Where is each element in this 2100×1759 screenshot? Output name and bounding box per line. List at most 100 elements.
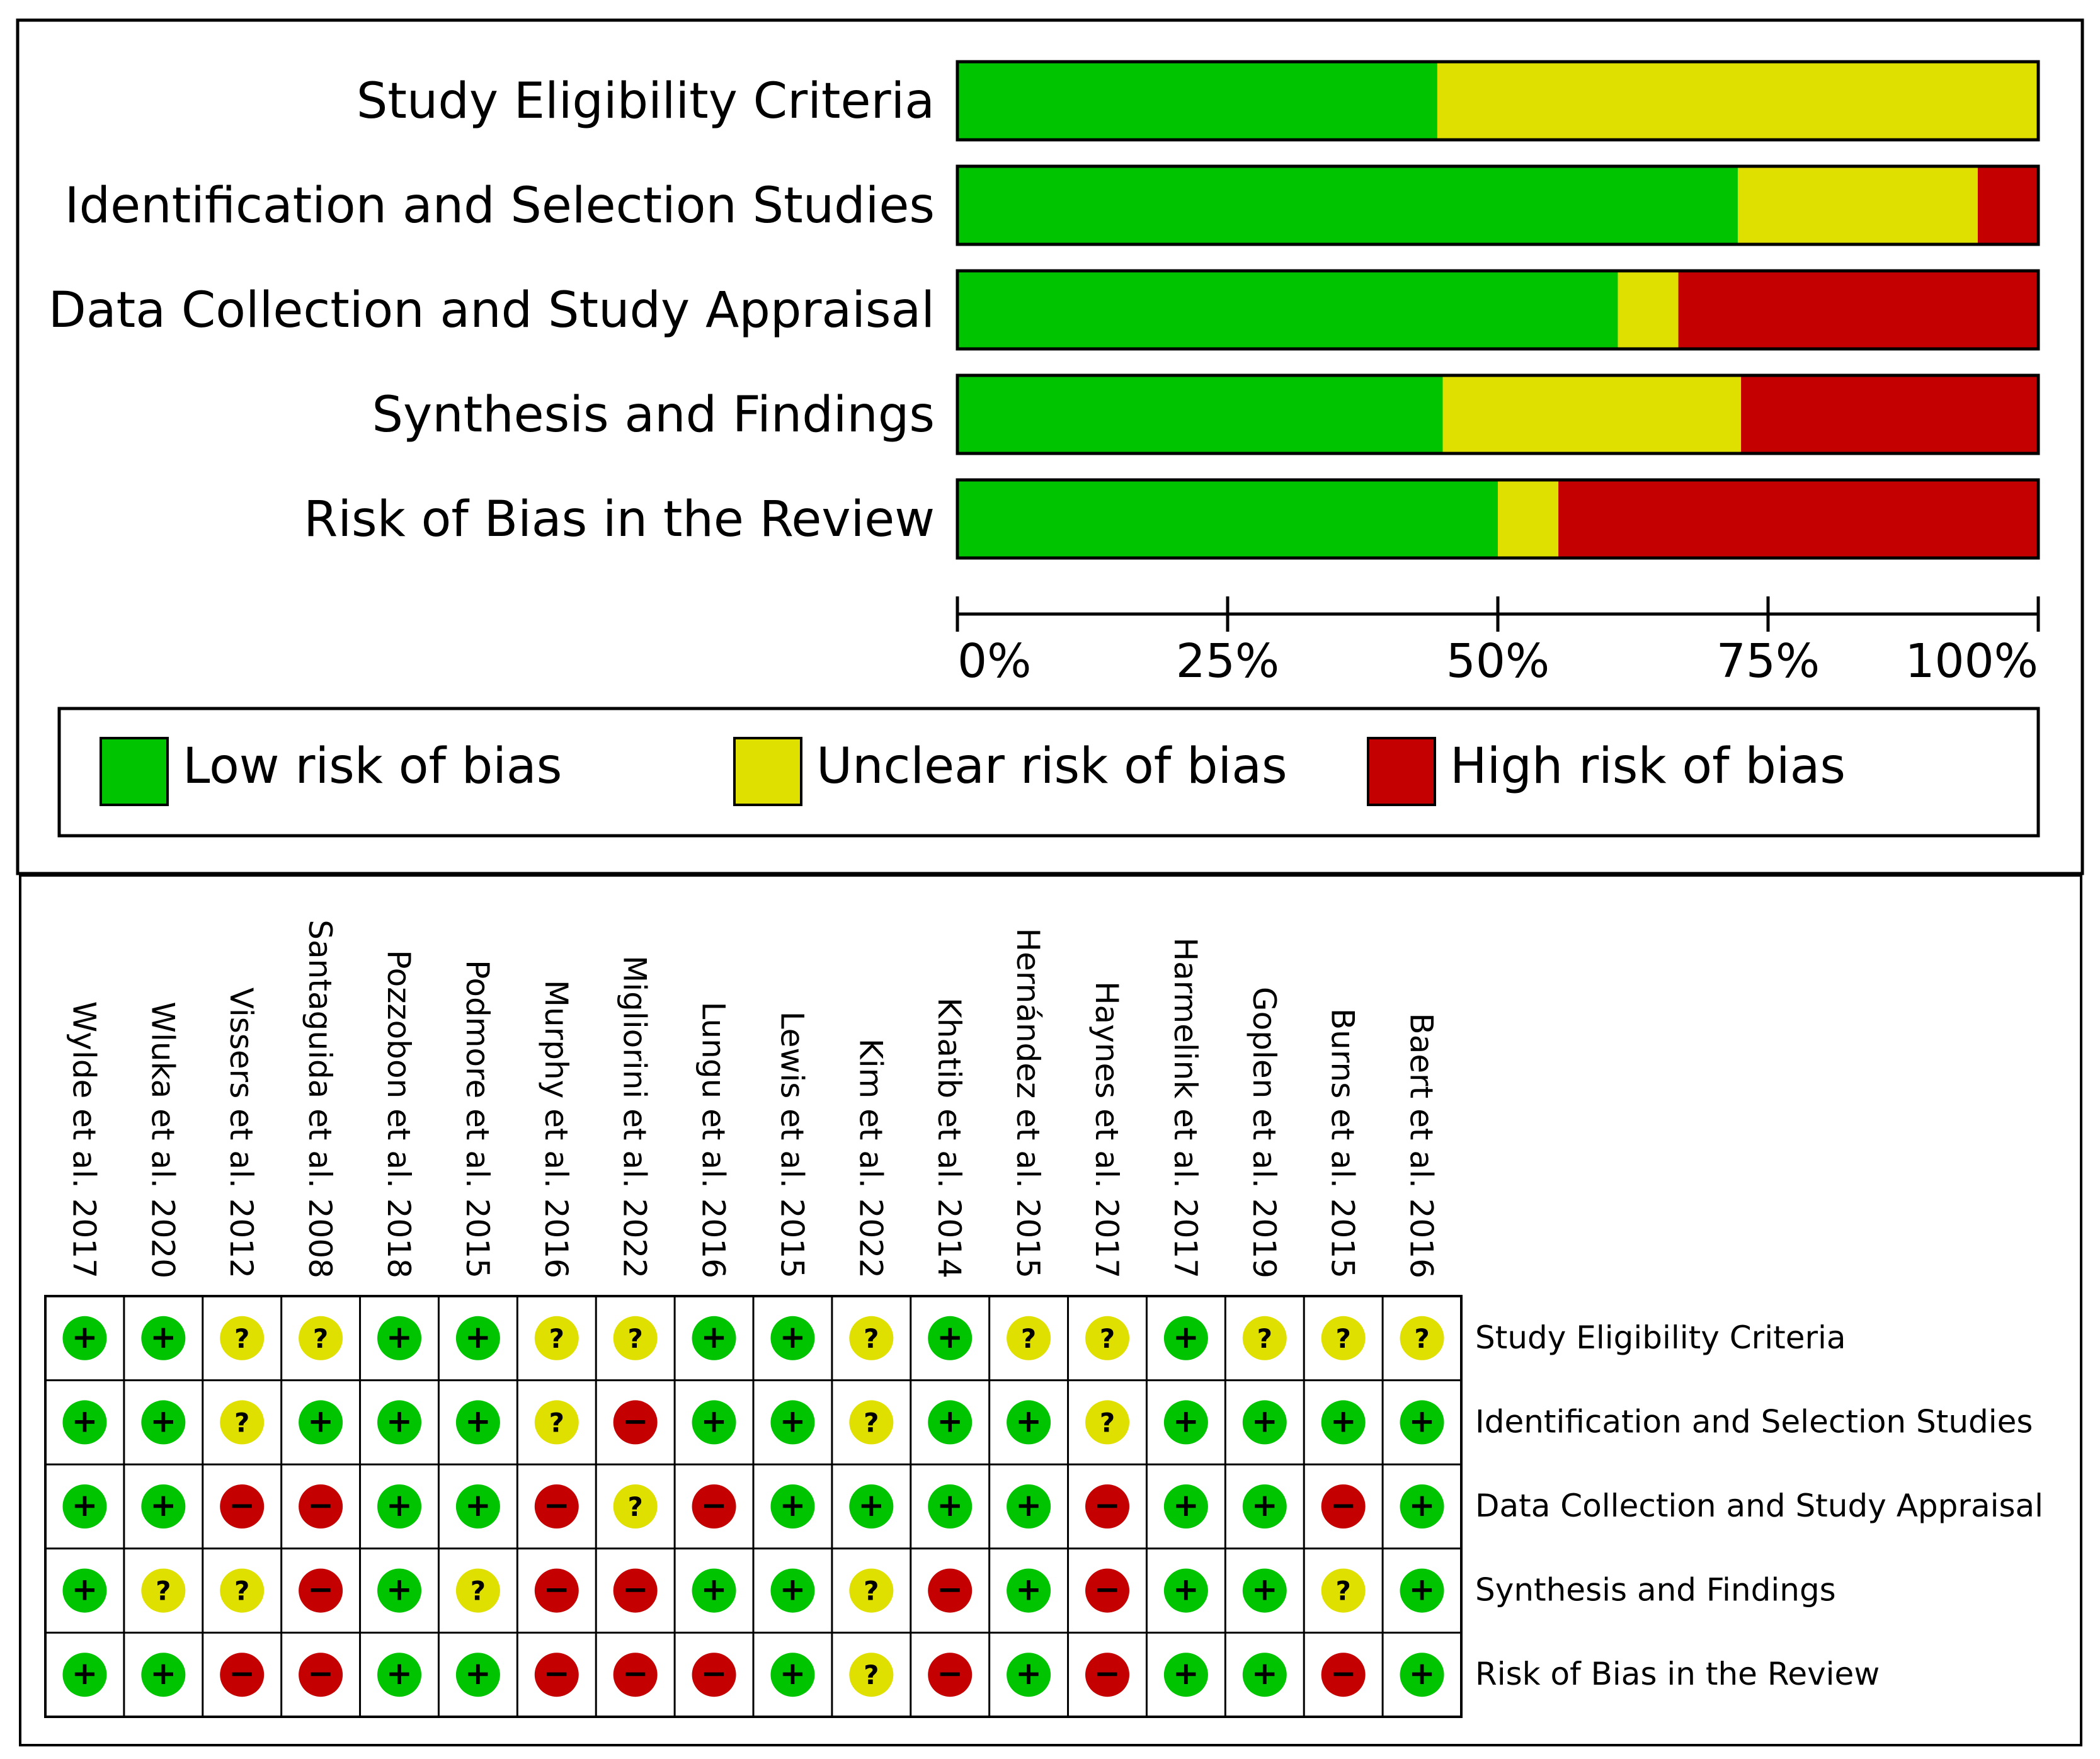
rating-circle-low	[377, 1400, 421, 1445]
rating-circle-high	[1085, 1484, 1129, 1528]
rating-circle-low	[62, 1568, 107, 1613]
rating-circle-low	[62, 1400, 107, 1445]
rating-circle-high	[534, 1484, 579, 1528]
rating-symbol-unclear: ?	[1335, 1576, 1350, 1607]
rating-symbol-low: +	[150, 1403, 176, 1439]
rating-symbol-unclear: ?	[627, 1323, 642, 1354]
rating-circle-low	[141, 1653, 186, 1697]
rating-symbol-high: −	[701, 1655, 728, 1692]
bar-segment-low	[957, 166, 1738, 244]
rating-circle-low	[1163, 1653, 1208, 1697]
rating-symbol-high: −	[1330, 1487, 1357, 1523]
rating-symbol-low: +	[858, 1487, 884, 1523]
axis-tick-label: 25%	[1176, 634, 1279, 688]
rating-symbol-low: +	[701, 1319, 728, 1355]
rating-circle-unclear	[455, 1568, 500, 1613]
rating-symbol-low: +	[386, 1571, 413, 1608]
rating-symbol-low: +	[701, 1571, 728, 1608]
rating-circle-unclear	[534, 1400, 579, 1445]
rating-symbol-high: −	[307, 1571, 334, 1608]
rating-circle-high	[613, 1653, 658, 1697]
rating-symbol-low: +	[937, 1319, 963, 1355]
rating-symbol-high: −	[622, 1655, 649, 1692]
rating-circle-unclear	[1242, 1316, 1287, 1360]
rating-symbol-low: +	[465, 1319, 491, 1355]
axis-tick-label: 50%	[1446, 634, 1549, 688]
rating-circle-high	[692, 1484, 736, 1528]
rating-symbol-unclear: ?	[864, 1659, 879, 1690]
rating-circle-low	[1242, 1484, 1287, 1528]
rating-circle-unclear	[220, 1400, 265, 1445]
rating-symbol-low: +	[1409, 1487, 1435, 1523]
rating-symbol-low: +	[386, 1319, 413, 1355]
rating-symbol-low: +	[1173, 1655, 1199, 1692]
rating-circle-high	[1085, 1653, 1129, 1697]
rating-circle-high	[928, 1568, 973, 1613]
bar-segment-low	[957, 375, 1443, 453]
domain-label: Study Eligibility Criteria	[1475, 1319, 1846, 1356]
rating-circle-unclear	[534, 1316, 579, 1360]
rating-circle-low	[1163, 1316, 1208, 1360]
rating-symbol-unclear: ?	[1021, 1323, 1036, 1354]
percent-axis: 0% 25% 50% 75% 100%	[956, 596, 2040, 688]
bar-category-label: Synthesis and Findings	[372, 387, 935, 443]
rating-symbol-low: +	[1173, 1571, 1199, 1608]
rating-symbol-low: +	[150, 1487, 176, 1523]
rating-symbol-high: −	[544, 1487, 570, 1523]
domain-label: Identification and Selection Studies	[1475, 1403, 2033, 1440]
bar-segment-unclear	[1442, 375, 1742, 453]
rating-symbol-low: +	[1330, 1403, 1357, 1439]
rating-circle-unclear	[220, 1316, 265, 1360]
bar-segment-low	[957, 480, 1498, 558]
rating-circle-low	[141, 1316, 186, 1360]
rating-symbol-unclear: ?	[471, 1576, 486, 1607]
bar-outline	[956, 269, 2040, 351]
rating-symbol-unclear: ?	[156, 1576, 171, 1607]
rating-symbol-high: −	[622, 1571, 649, 1608]
rating-circle-high	[613, 1400, 658, 1445]
rating-circle-high	[1321, 1484, 1366, 1528]
rating-symbol-low: +	[779, 1403, 806, 1439]
rating-circle-low	[1400, 1653, 1444, 1697]
rating-circle-low	[455, 1653, 500, 1697]
rating-symbol-low: +	[1252, 1403, 1278, 1439]
rating-symbol-low: +	[1409, 1655, 1435, 1692]
rating-circle-high	[220, 1484, 265, 1528]
rating-symbol-low: +	[1409, 1403, 1435, 1439]
rating-circle-low	[62, 1316, 107, 1360]
study-label: Podmore et al. 2015	[459, 960, 496, 1278]
rating-circle-low	[1400, 1400, 1444, 1445]
rating-circle-unclear	[849, 1400, 894, 1445]
domain-labels: Study Eligibility Criteria Identification…	[1475, 1319, 2043, 1692]
rating-symbol-unclear: ?	[1335, 1323, 1350, 1354]
rating-circle-low	[377, 1568, 421, 1613]
rating-symbol-low: +	[1252, 1487, 1278, 1523]
rating-circle-low	[770, 1484, 815, 1528]
rating-circle-unclear	[849, 1653, 894, 1697]
rating-symbol-low: +	[1252, 1571, 1278, 1608]
rating-circle-low	[141, 1484, 186, 1528]
bar-outline	[956, 164, 2040, 246]
rating-circle-low	[1242, 1568, 1287, 1613]
rating-circle-high	[1321, 1653, 1366, 1697]
rating-symbol-unclear: ?	[234, 1576, 249, 1607]
rating-symbol-high: −	[701, 1487, 728, 1523]
rating-circle-low	[1321, 1400, 1366, 1445]
rating-circle-low	[455, 1316, 500, 1360]
rating-symbol-low: +	[1173, 1487, 1199, 1523]
rating-symbol-low: +	[1015, 1571, 1042, 1608]
rating-circle-low	[62, 1653, 107, 1697]
rating-circle-low	[770, 1316, 815, 1360]
rating-circle-unclear	[613, 1316, 658, 1360]
rating-symbol-high: −	[622, 1403, 649, 1439]
bar-segment-unclear	[1498, 480, 1559, 558]
rating-circle-unclear	[299, 1316, 343, 1360]
rating-circle-low	[849, 1484, 894, 1528]
rating-symbol-low: +	[71, 1487, 98, 1523]
study-label: Haynes et al. 2017	[1088, 981, 1125, 1278]
study-label: Lungu et al. 2016	[695, 1001, 732, 1278]
rating-circle-low	[928, 1484, 973, 1528]
rating-circle-unclear	[1400, 1316, 1444, 1360]
study-labels: Wylde et al. 2017 Wluka et al. 2020 Visser…	[66, 919, 1439, 1278]
rating-circle-low	[692, 1400, 736, 1445]
